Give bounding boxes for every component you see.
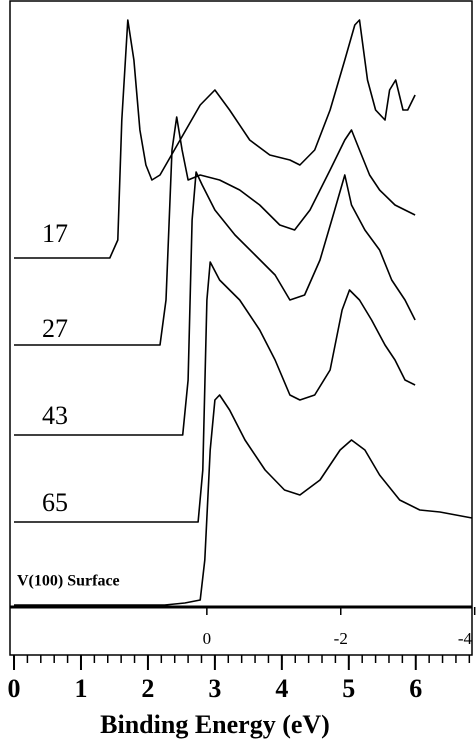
x2-tick-label: 0 <box>203 629 212 648</box>
curve-label: 17 <box>42 219 68 248</box>
x-tick-label: 6 <box>409 674 422 703</box>
curve-label: V(100) Surface <box>17 573 120 590</box>
spectrum-line <box>14 394 473 606</box>
x-tick-label: 2 <box>141 674 154 703</box>
curve-label: 27 <box>42 314 68 343</box>
spectrum-line <box>14 261 416 523</box>
curve-label: 43 <box>42 401 68 430</box>
x-tick-label: 5 <box>342 674 355 703</box>
x2-tick-label: -2 <box>334 629 348 648</box>
plot-frame <box>9 0 473 656</box>
x2-tick-label: -4 <box>458 629 473 648</box>
x-axis-title: Binding Energy (eV) <box>100 710 330 739</box>
x-tick-label: 4 <box>275 674 288 703</box>
x-tick-label: 3 <box>208 674 221 703</box>
x-tick-label: 1 <box>74 674 87 703</box>
spectrum-line <box>14 171 416 436</box>
spectrum-line <box>14 116 416 346</box>
x-tick-label: 0 <box>8 674 21 703</box>
curve-label: 65 <box>42 488 68 517</box>
spectrum-line <box>14 19 416 259</box>
